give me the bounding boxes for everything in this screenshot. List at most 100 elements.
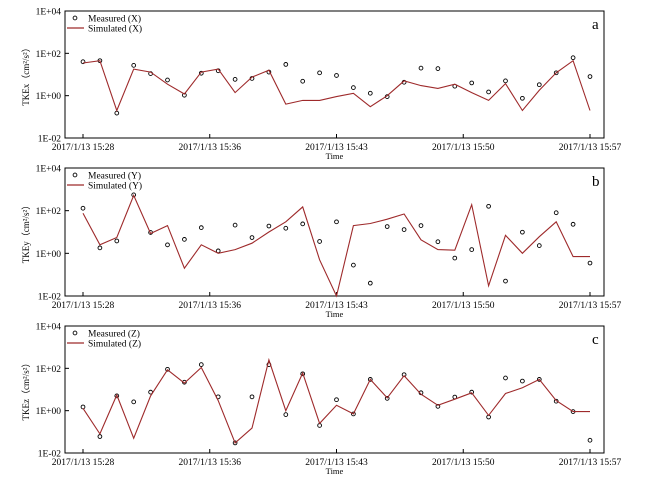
legend-label-simulated: Simulated (X): [88, 24, 142, 35]
y-axis-label: TKEx（cm²/s²）: [21, 43, 31, 105]
measured-point: [335, 220, 339, 224]
legend-label-simulated: Simulated (Z): [88, 339, 141, 350]
chart-panel-c: 1E-02 1E+00 1E+02 1E+04 2017/1/13 15:28 2017/…: [21, 323, 622, 477]
measured-point: [504, 279, 508, 283]
y-tick-label: 1E+00: [36, 407, 62, 417]
measured-point: [588, 438, 592, 442]
measured-point: [233, 223, 237, 227]
x-tick-label: 2017/1/13 15:50: [432, 143, 495, 153]
measured-point: [267, 224, 271, 228]
legend-marker-measured: [73, 331, 77, 335]
measured-point: [233, 77, 237, 81]
measured-point: [368, 91, 372, 95]
legend-label-measured: Measured (Z): [88, 329, 140, 340]
plot-frame: [65, 326, 604, 453]
y-tick-label: 1E+04: [36, 8, 62, 18]
plot-frame: [65, 168, 604, 296]
x-tick-label: 2017/1/13 15:28: [52, 143, 115, 153]
measured-point: [81, 206, 85, 210]
measured-point: [368, 281, 372, 285]
measured-point: [98, 246, 102, 250]
y-tick-label: 1E+04: [36, 323, 62, 333]
simulated-series-line: [83, 195, 590, 296]
measured-point: [470, 81, 474, 85]
measured-point: [284, 226, 288, 230]
legend-label-measured: Measured (Y): [88, 171, 141, 182]
measured-point: [352, 263, 356, 267]
x-axis-label: Time: [326, 309, 344, 319]
measured-point: [588, 75, 592, 79]
measured-point: [436, 67, 440, 71]
y-tick-label: 1E+00: [36, 250, 62, 260]
measured-point: [504, 79, 508, 83]
panel-letter: a: [592, 17, 599, 33]
measured-point: [402, 228, 406, 232]
x-tick-label: 2017/1/13 15:57: [559, 458, 622, 468]
legend-marker-measured: [73, 16, 77, 20]
measured-point: [504, 376, 508, 380]
measured-point: [250, 395, 254, 399]
legend-label-measured: Measured (X): [88, 14, 141, 25]
measured-point: [301, 222, 305, 226]
measured-point: [199, 363, 203, 367]
x-tick-label: 2017/1/13 15:57: [559, 143, 622, 153]
measured-point: [98, 435, 102, 439]
measured-point: [521, 96, 525, 100]
measured-point: [115, 239, 119, 243]
measured-point: [166, 243, 170, 247]
measured-point: [199, 226, 203, 230]
measured-point: [521, 230, 525, 234]
y-tick-label: 1E+04: [36, 165, 62, 175]
measured-point: [571, 56, 575, 60]
measured-point: [335, 74, 339, 78]
measured-point: [521, 379, 525, 383]
measured-point: [554, 211, 558, 215]
measured-point: [537, 83, 541, 87]
measured-point: [571, 222, 575, 226]
measured-point: [318, 71, 322, 75]
x-tick-label: 2017/1/13 15:28: [52, 301, 115, 311]
figure: 1E-021E+001E+021E+042017/1/13 15:28 2017/…: [0, 0, 650, 482]
chart-panel-b: 1E-02 1E+00 1E+02 1E+04 2017/1/13 15:28 2017/…: [21, 165, 622, 320]
measured-point: [487, 204, 491, 208]
panel-letter: b: [592, 174, 600, 190]
measured-point: [81, 405, 85, 409]
measured-point: [132, 63, 136, 67]
measured-point: [183, 237, 187, 241]
chart-panel-a: 1E-02 1E+00 1E+02 1E+04 2017/1/13 15:28 2017/…: [21, 8, 622, 162]
measured-point: [453, 256, 457, 260]
measured-point: [419, 224, 423, 228]
x-tick-label: 2017/1/13 15:50: [432, 301, 495, 311]
measured-point: [166, 78, 170, 82]
panel-letter: c: [592, 332, 599, 348]
measured-point: [436, 240, 440, 244]
y-tick-label: 1E+02: [36, 365, 62, 375]
measured-point: [318, 240, 322, 244]
y-tick-label: 1E+02: [36, 207, 62, 217]
x-tick-label: 2017/1/13 15:36: [178, 301, 241, 311]
measured-point: [284, 413, 288, 417]
y-tick-label: 1E+02: [36, 50, 62, 60]
measured-point: [470, 248, 474, 252]
y-tick-label: 1E+00: [36, 92, 62, 102]
x-tick-label: 2017/1/13 15:50: [432, 458, 495, 468]
measured-point: [284, 63, 288, 67]
measured-point: [419, 66, 423, 70]
measured-point: [588, 261, 592, 265]
measured-point: [250, 236, 254, 240]
measured-point: [335, 398, 339, 402]
x-tick-label: 2017/1/13 15:36: [178, 143, 241, 153]
measured-point: [537, 244, 541, 248]
measured-point: [301, 79, 305, 83]
y-axis-label: TKEy（cm²/s²）: [21, 201, 31, 263]
x-axis-label: Time: [326, 466, 344, 476]
simulated-series-line: [83, 61, 590, 111]
legend-marker-measured: [73, 173, 77, 177]
y-axis-label: TKEz（cm²/s²）: [21, 359, 31, 421]
measured-point: [487, 90, 491, 94]
x-axis-label: Time: [326, 151, 344, 161]
x-tick-label: 2017/1/13 15:28: [52, 458, 115, 468]
x-tick-label: 2017/1/13 15:57: [559, 301, 622, 311]
measured-point: [352, 86, 356, 90]
x-tick-label: 2017/1/13 15:36: [178, 458, 241, 468]
